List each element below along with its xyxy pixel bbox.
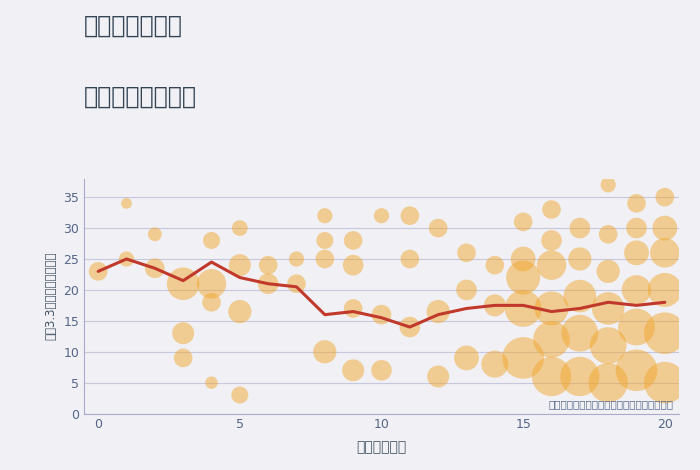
Point: [659, 286, 671, 294]
Point: [546, 336, 557, 343]
Point: [461, 286, 472, 294]
Point: [574, 373, 585, 380]
Point: [206, 298, 217, 306]
Point: [659, 193, 671, 201]
Y-axis label: 坪（3.3㎡）単価（万円）: 坪（3.3㎡）単価（万円）: [45, 252, 57, 340]
Point: [517, 218, 528, 226]
Point: [234, 392, 246, 399]
Point: [659, 249, 671, 257]
Point: [631, 367, 642, 374]
Point: [631, 249, 642, 257]
Point: [234, 224, 246, 232]
Point: [319, 255, 330, 263]
Point: [262, 261, 274, 269]
Point: [234, 261, 246, 269]
Point: [376, 367, 387, 374]
Point: [603, 230, 614, 238]
Point: [603, 342, 614, 349]
Point: [149, 265, 160, 272]
Point: [546, 373, 557, 380]
Point: [348, 367, 359, 374]
Point: [206, 280, 217, 288]
Text: 駅距離別土地価格: 駅距離別土地価格: [84, 85, 197, 109]
Point: [574, 255, 585, 263]
Point: [291, 255, 302, 263]
Point: [631, 323, 642, 331]
Point: [234, 308, 246, 315]
Point: [517, 255, 528, 263]
Point: [433, 373, 444, 380]
Point: [319, 212, 330, 219]
Point: [291, 280, 302, 288]
Point: [546, 237, 557, 244]
Point: [433, 224, 444, 232]
Point: [603, 305, 614, 312]
Point: [348, 261, 359, 269]
Text: 埼玉県笠幡駅の: 埼玉県笠幡駅の: [84, 14, 183, 38]
Point: [206, 379, 217, 386]
Point: [121, 200, 132, 207]
Point: [149, 230, 160, 238]
Point: [517, 305, 528, 312]
Point: [517, 274, 528, 282]
Point: [262, 280, 274, 288]
Point: [574, 292, 585, 300]
Point: [178, 329, 189, 337]
Point: [348, 237, 359, 244]
Point: [404, 255, 415, 263]
Point: [517, 354, 528, 362]
Point: [404, 212, 415, 219]
Point: [603, 379, 614, 386]
Point: [461, 249, 472, 257]
Point: [603, 181, 614, 188]
Point: [546, 261, 557, 269]
Point: [376, 311, 387, 318]
Point: [659, 379, 671, 386]
Point: [631, 200, 642, 207]
Point: [178, 280, 189, 288]
Point: [574, 224, 585, 232]
Point: [489, 360, 500, 368]
Point: [206, 237, 217, 244]
Point: [546, 305, 557, 312]
Point: [603, 267, 614, 275]
Point: [319, 348, 330, 355]
Point: [546, 206, 557, 213]
Point: [489, 261, 500, 269]
Point: [461, 354, 472, 362]
Point: [92, 267, 104, 275]
Point: [433, 308, 444, 315]
Point: [631, 286, 642, 294]
Point: [178, 354, 189, 362]
Point: [574, 329, 585, 337]
Point: [376, 212, 387, 219]
Point: [319, 237, 330, 244]
Point: [348, 305, 359, 312]
Point: [489, 302, 500, 309]
Text: 円の大きさは、取引のあった物件面積を示す: 円の大きさは、取引のあった物件面積を示す: [548, 399, 673, 409]
Point: [659, 329, 671, 337]
Point: [631, 224, 642, 232]
Point: [121, 255, 132, 263]
Point: [404, 323, 415, 331]
X-axis label: 駅距離（分）: 駅距離（分）: [356, 440, 407, 454]
Point: [659, 224, 671, 232]
